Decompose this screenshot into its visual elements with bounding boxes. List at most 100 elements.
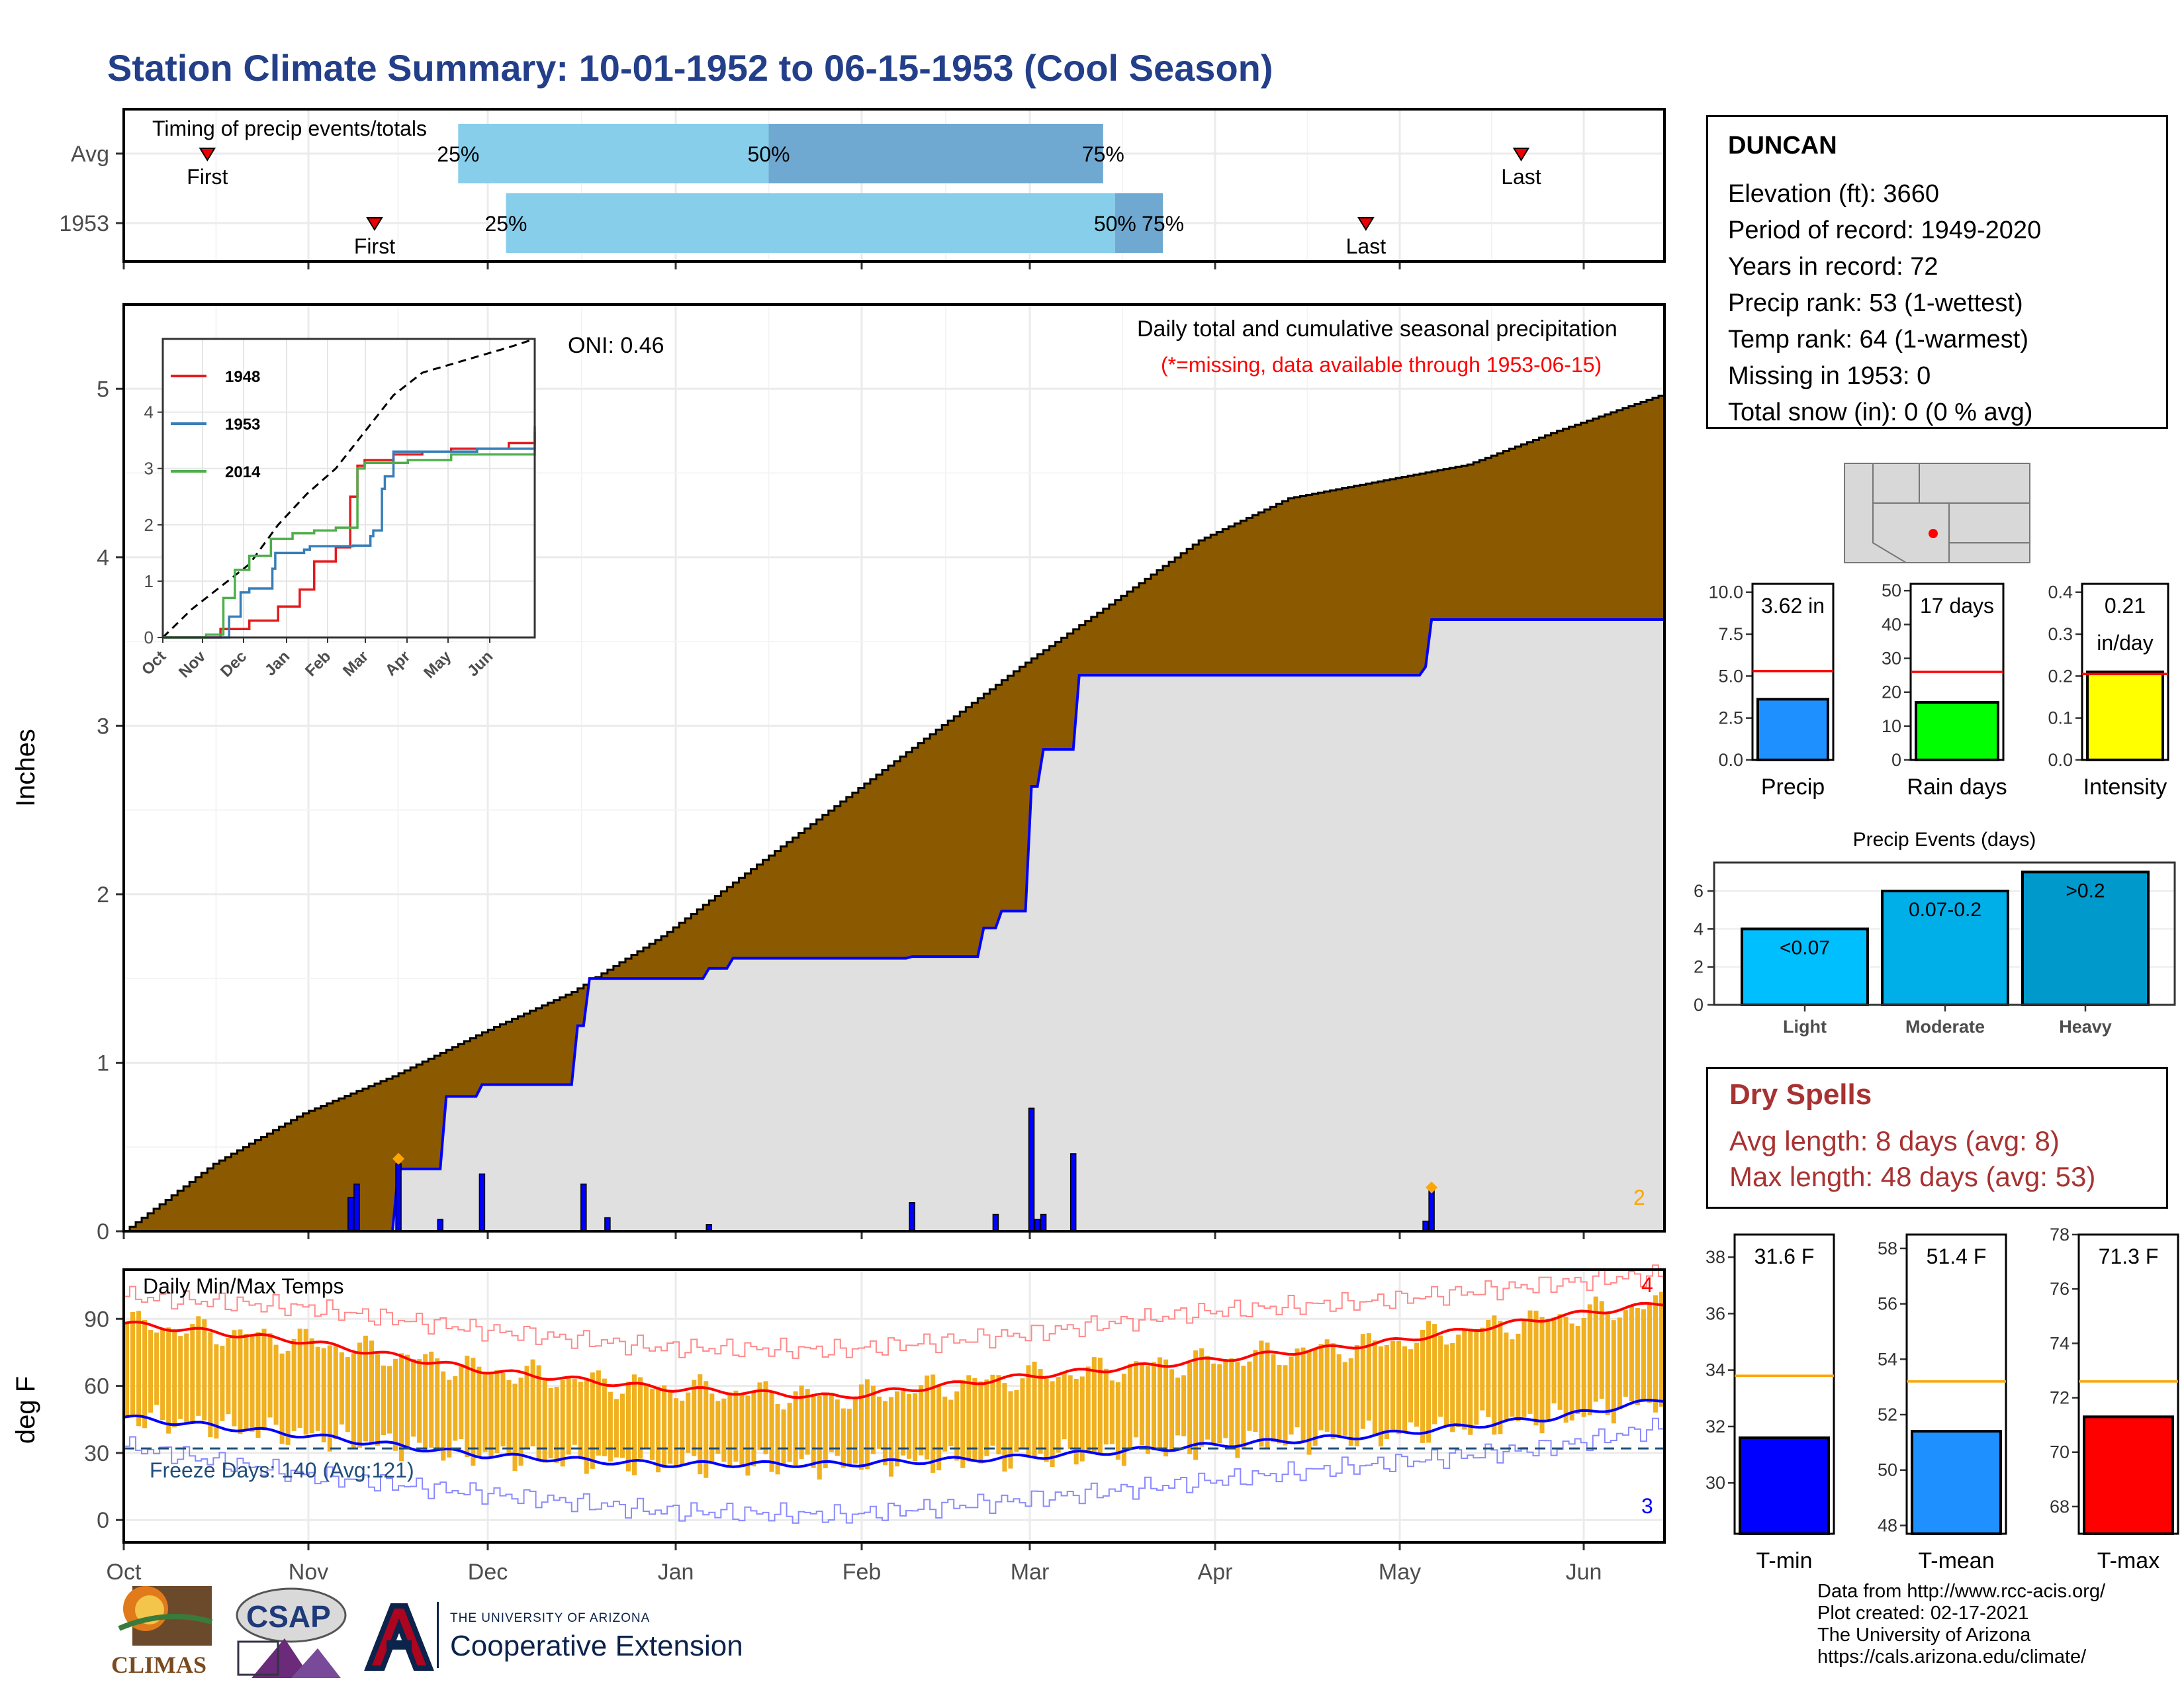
credit-line: Data from http://www.rcc-acis.org/: [1817, 1581, 2106, 1602]
daily-temp-bar: [1372, 1340, 1377, 1435]
daily-temp-bar: [668, 1389, 673, 1464]
daily-temp-bar: [841, 1408, 846, 1468]
record-min-count: 3: [1641, 1494, 1653, 1518]
csap-logo: CSAP: [232, 1585, 351, 1685]
credit-line: Plot created: 02-17-2021: [1817, 1603, 2029, 1624]
y-tick-label: 0.0: [2048, 750, 2073, 770]
stat-value-label: 51.4 F: [1927, 1244, 1987, 1268]
daily-temp-bar: [542, 1378, 547, 1463]
stat-category-label: Intensity: [2083, 774, 2167, 800]
daily-precip-bar: [992, 1213, 999, 1232]
y-tick-label: 74: [2050, 1333, 2070, 1353]
daily-temp-bar: [488, 1372, 494, 1456]
event-bar: [1741, 927, 1869, 1007]
temp-y-axis-label: deg F: [11, 1376, 40, 1444]
daily-temp-bar: [799, 1385, 804, 1459]
precip-frame: [122, 303, 1666, 1233]
daily-temp-bar: [817, 1396, 822, 1480]
daily-temp-bar: [291, 1338, 296, 1431]
timing-title: Timing of precip events/totals: [152, 117, 427, 140]
stat-value-label: 3.62 in: [1761, 594, 1825, 618]
record-precip-marker: [392, 1152, 405, 1165]
daily-temp-bar: [190, 1324, 195, 1423]
daily-precip-bar: [604, 1217, 611, 1232]
stat-value-label: 0.21: [2105, 594, 2146, 618]
y-tick-label: 2: [97, 882, 109, 908]
daily-temp-bar: [285, 1350, 291, 1445]
daily-temp-bar: [220, 1346, 225, 1421]
timing-p75-label: 75%: [1082, 142, 1124, 166]
y-tick-label: 4: [97, 545, 109, 571]
daily-temp-bar: [1259, 1340, 1264, 1447]
daily-temp-bar: [1014, 1390, 1019, 1452]
daily-temp-bar: [261, 1329, 267, 1430]
daily-temp-bar: [1480, 1327, 1485, 1411]
daily-temp-bar: [1492, 1315, 1497, 1435]
stat-bar: [1915, 701, 1999, 761]
daily-temp-bar: [566, 1376, 571, 1455]
tmax-avg-line: [123, 1301, 1665, 1399]
daily-temp-bar: [381, 1365, 387, 1436]
daily-temp-bar: [1474, 1331, 1479, 1425]
daily-temp-bar: [1133, 1361, 1138, 1438]
daily-temp-bar: [811, 1395, 816, 1468]
y-tick-label: 5.0: [1718, 666, 1743, 686]
daily-temp-bar: [704, 1381, 709, 1478]
stat-value-label: 71.3 F: [2099, 1244, 2159, 1268]
daily-temp-bar: [1647, 1304, 1652, 1403]
month-label: Jun: [1566, 1560, 1602, 1585]
y-tick-label: 0.2: [2048, 666, 2073, 686]
daily-temp-bar: [692, 1380, 697, 1456]
daily-temp-bar: [1121, 1374, 1126, 1466]
daily-precip-bar: [1034, 1219, 1041, 1232]
daily-temp-bar: [1289, 1356, 1294, 1435]
daily-temp-bar: [931, 1374, 936, 1473]
event-bar: [1881, 890, 2009, 1006]
y-tick-label: 2: [1694, 957, 1704, 977]
daily-temp-bar: [1402, 1346, 1407, 1432]
daily-temp-bar: [166, 1327, 171, 1434]
month-label: Mar: [1011, 1560, 1050, 1585]
daily-precip-bar: [353, 1183, 360, 1232]
daily-precip-bar: [1428, 1190, 1435, 1232]
daily-temp-bar: [864, 1379, 870, 1470]
daily-temp-bar: [1277, 1364, 1282, 1444]
daily-temp-bar: [399, 1353, 404, 1462]
daily-temp-bar: [1414, 1342, 1420, 1427]
daily-temp-bar: [1265, 1342, 1270, 1450]
y-tick-label: 68: [2050, 1497, 2070, 1517]
daily-temp-bar: [267, 1333, 273, 1418]
daily-temp-bar: [578, 1382, 583, 1458]
ua-line1: THE UNIVERSITY OF ARIZONA: [450, 1611, 651, 1625]
dry-spells-avg: Avg length: 8 days (avg: 8): [1729, 1125, 2060, 1156]
daily-temp-bar: [1044, 1378, 1049, 1462]
daily-temp-bar: [333, 1346, 338, 1440]
daily-temp-bar: [619, 1393, 625, 1458]
daily-temp-bar: [1348, 1358, 1353, 1446]
daily-temp-bar: [1205, 1356, 1210, 1440]
daily-temp-bar: [1211, 1363, 1216, 1444]
daily-temp-bar: [273, 1344, 279, 1425]
daily-temp-bar: [680, 1400, 685, 1465]
daily-temp-bar: [1330, 1343, 1336, 1439]
daily-temp-bar: [1581, 1318, 1586, 1417]
daily-temp-bar: [518, 1378, 523, 1466]
daily-temp-bar: [1629, 1306, 1634, 1401]
daily-temp-bar: [1050, 1381, 1055, 1467]
daily-temp-bar: [1468, 1329, 1473, 1435]
daily-temp-bar: [1575, 1326, 1580, 1415]
record-low-line: [124, 1417, 1665, 1524]
daily-temp-bar: [984, 1379, 989, 1456]
stat-category-label: T-max: [2097, 1548, 2160, 1573]
inset-y-label: 1: [144, 571, 154, 591]
daily-temp-bar: [477, 1366, 482, 1457]
daily-temp-bar: [238, 1329, 243, 1434]
daily-temp-bar: [250, 1335, 255, 1432]
daily-temp-bar: [895, 1391, 900, 1467]
timing-row-label: 1953: [59, 211, 109, 236]
y-tick-label: 7.5: [1718, 624, 1743, 644]
daily-temp-bar: [214, 1344, 219, 1439]
daily-temp-bar: [1062, 1373, 1067, 1440]
daily-temp-bar: [441, 1371, 446, 1461]
